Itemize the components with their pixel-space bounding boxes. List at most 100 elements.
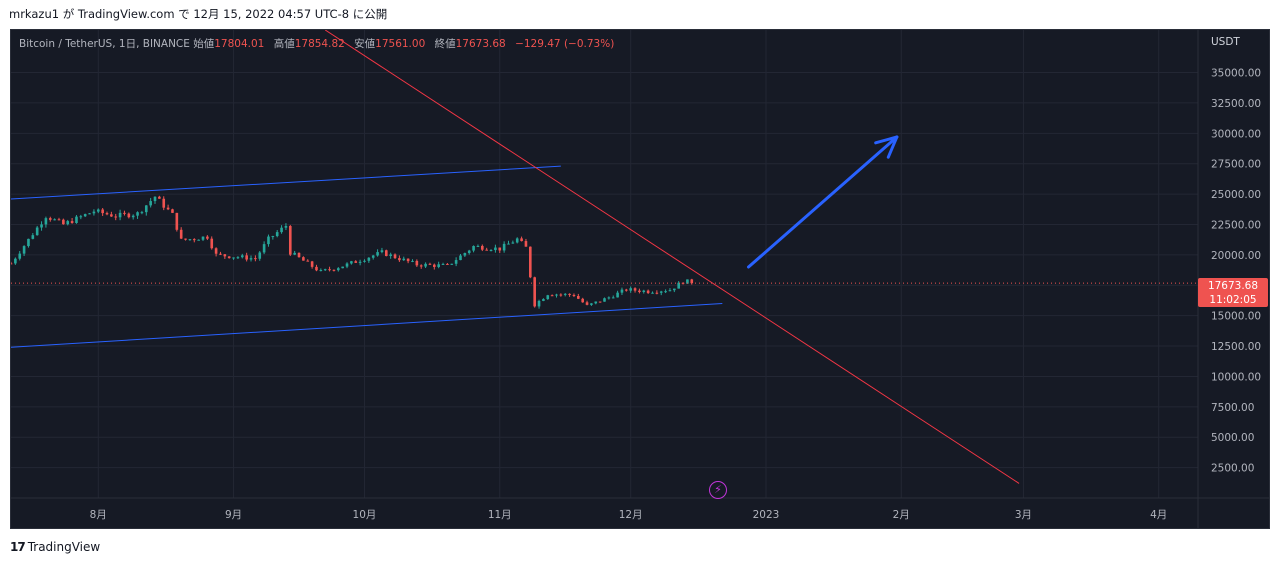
candle-body	[428, 263, 432, 265]
candle-body	[441, 263, 445, 265]
y-tick-label: 22500.00	[1211, 219, 1261, 231]
candle-body	[153, 196, 157, 202]
channel-lower-line	[11, 303, 723, 348]
candle-body	[140, 212, 144, 214]
candle-body	[432, 264, 436, 267]
candle-body	[240, 255, 244, 258]
candle-body	[328, 269, 331, 271]
candle-body	[611, 297, 615, 299]
candle-body	[659, 291, 663, 293]
candle-body	[79, 216, 83, 218]
candle-body	[262, 244, 266, 253]
candle-body	[188, 239, 192, 241]
candle-body	[44, 218, 48, 225]
candle-body	[201, 236, 205, 240]
candle-body	[171, 209, 174, 213]
candle-body	[515, 238, 519, 243]
candle-body	[22, 246, 26, 254]
candle-body	[581, 298, 584, 303]
candle-body	[350, 261, 353, 264]
x-tick-label: 4月	[1150, 509, 1167, 521]
open-value: 17804.01	[214, 38, 265, 50]
candle-body	[594, 301, 598, 304]
candle-body	[485, 249, 488, 251]
candle-body	[75, 216, 78, 224]
y-tick-label: 5000.00	[1211, 432, 1254, 444]
x-tick-label: 9月	[225, 509, 242, 521]
candle-body	[419, 265, 423, 267]
candle-body	[380, 250, 384, 253]
candle-body	[258, 252, 262, 259]
candle-body	[227, 256, 231, 259]
candle-body	[633, 288, 637, 291]
candle-body	[345, 263, 349, 267]
candle-body	[542, 299, 545, 301]
candle-body	[502, 243, 506, 251]
open-label: 始値	[193, 38, 215, 50]
chart-panel[interactable]: 35000.00 32500.00 30000.00 27500.00 25000.00…	[10, 29, 1270, 529]
candle-body	[66, 221, 70, 225]
x-tick-label: 2023	[753, 509, 780, 521]
candle-body	[371, 255, 375, 258]
bar-countdown: 11:02:05	[1209, 294, 1257, 306]
candle-body	[603, 298, 606, 302]
candle-body	[559, 294, 563, 296]
candle-body	[332, 269, 336, 271]
candle-body	[590, 303, 593, 305]
candle-body	[254, 258, 257, 260]
candle-body	[406, 258, 410, 262]
candle-body	[651, 292, 654, 294]
candle-body	[197, 239, 200, 241]
candle-body	[668, 290, 672, 292]
candle-body	[62, 219, 65, 225]
candle-body	[686, 279, 689, 284]
candle-body	[267, 236, 270, 245]
high-value: 17854.82	[294, 38, 345, 50]
candle-body	[620, 289, 624, 293]
candle-body	[363, 260, 366, 262]
symbol-label[interactable]: Bitcoin / TetherUS, 1日, BINANCE	[19, 38, 190, 50]
tradingview-mark-icon: 17	[10, 540, 26, 554]
x-tick-label: 2月	[893, 509, 910, 521]
candle-body	[219, 253, 222, 255]
candle-body	[210, 238, 214, 249]
candle-body	[677, 282, 680, 289]
bullish-arrow-head	[886, 135, 899, 159]
candle-body	[232, 257, 235, 259]
x-tick-label: 3月	[1015, 509, 1032, 521]
candle-body	[96, 209, 100, 212]
x-tick-label: 11月	[488, 509, 512, 521]
candle-body	[555, 294, 558, 296]
candle-body	[53, 219, 56, 221]
candle-body	[638, 290, 641, 292]
brand-name: TradingView	[27, 540, 101, 554]
currency-label[interactable]: USDT	[1211, 36, 1240, 48]
candle-body	[673, 288, 676, 291]
candle-body	[27, 238, 30, 247]
x-tick-label: 10月	[353, 509, 377, 521]
candle-body	[179, 229, 183, 239]
candle-body	[123, 212, 126, 214]
candle-body	[127, 213, 131, 218]
candle-body	[616, 292, 619, 298]
candle-body	[162, 198, 166, 208]
candle-body	[184, 238, 187, 240]
candle-body	[472, 246, 475, 251]
candlestick-chart[interactable]: 35000.00 32500.00 30000.00 27500.00 25000.00…	[11, 30, 1269, 528]
candle-body	[118, 212, 122, 218]
candle-body	[110, 214, 113, 217]
candle-body	[642, 290, 646, 292]
candle-body	[101, 209, 104, 214]
candle-body	[14, 258, 17, 264]
candle-body	[393, 254, 397, 259]
candle-body	[88, 213, 91, 215]
lightning-event-icon[interactable]: ⚡	[709, 481, 727, 499]
x-tick-label: 8月	[90, 509, 107, 521]
tradingview-logo[interactable]: 17 TradingView	[10, 540, 100, 554]
candle-body	[568, 293, 571, 295]
candle-body	[206, 236, 209, 239]
candle-body	[11, 263, 13, 265]
y-tick-label: 30000.00	[1211, 128, 1261, 140]
candle-body	[424, 263, 427, 267]
candle-body	[563, 293, 567, 295]
